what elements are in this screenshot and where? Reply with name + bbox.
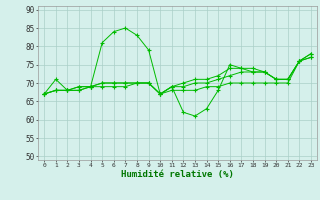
- X-axis label: Humidité relative (%): Humidité relative (%): [121, 170, 234, 179]
